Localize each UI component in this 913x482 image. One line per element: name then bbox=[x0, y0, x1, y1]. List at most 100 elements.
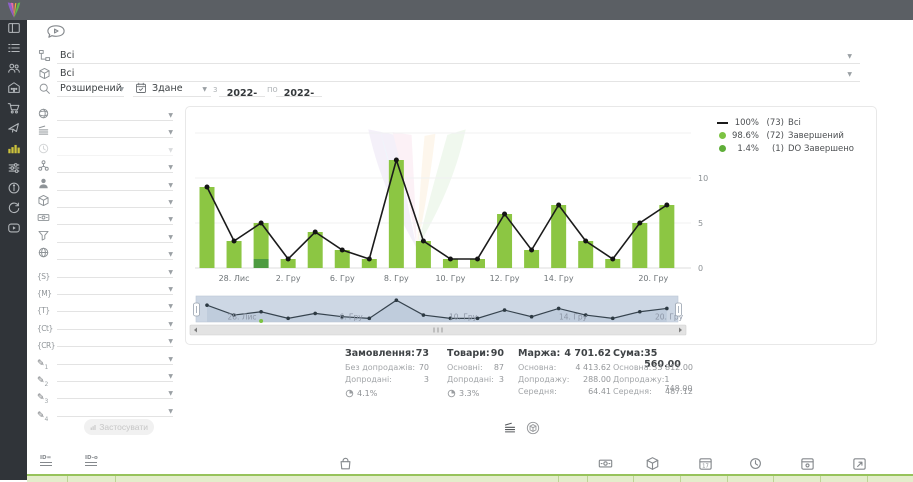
date-to-input[interactable]: 2022-12-21 bbox=[276, 81, 322, 118]
filter-select-T[interactable]: {T} ▼ bbox=[37, 297, 173, 315]
sidebar-item-clients-icon[interactable] bbox=[7, 61, 21, 75]
legend-item-do-completed[interactable]: 1.4% (1) DO Завершено bbox=[716, 142, 866, 155]
line-point[interactable] bbox=[285, 256, 291, 262]
bar-completed[interactable] bbox=[578, 241, 594, 268]
line-point[interactable] bbox=[637, 220, 643, 226]
source-select[interactable]: Всі ▼ bbox=[57, 48, 860, 64]
bar-completed[interactable] bbox=[253, 223, 269, 259]
bar-completed[interactable] bbox=[551, 205, 567, 268]
line-point[interactable] bbox=[420, 238, 426, 244]
filter-select-banknote[interactable]: ▼ bbox=[37, 210, 173, 226]
bar-completed[interactable] bbox=[605, 259, 621, 268]
column-header-clock-icon[interactable] bbox=[748, 456, 763, 471]
legend-item-all[interactable]: 100% (73) Всі bbox=[716, 116, 866, 129]
video-hint-icon[interactable] bbox=[46, 24, 66, 39]
filter-select-pencil1[interactable]: ✎1 ▼ bbox=[37, 350, 173, 370]
line-point[interactable] bbox=[204, 184, 210, 190]
filter-select-CR[interactable]: {CR} ▼ bbox=[37, 332, 173, 350]
column-header-banknote-icon[interactable] bbox=[598, 456, 613, 471]
product-select[interactable]: Всі ▼ bbox=[57, 66, 860, 82]
line-point[interactable] bbox=[475, 256, 480, 262]
filter-select-clock[interactable]: ▼ bbox=[37, 141, 173, 156]
bar-completed[interactable] bbox=[226, 241, 242, 268]
search-mode-select[interactable]: Розширений ▼ bbox=[57, 81, 124, 97]
legend-dot-marker bbox=[716, 145, 728, 152]
y-axis-label: 0 bbox=[698, 264, 703, 273]
bar-completed[interactable] bbox=[361, 259, 377, 268]
line-point[interactable] bbox=[393, 157, 399, 163]
bar-completed[interactable] bbox=[470, 259, 485, 268]
column-header-calendar-event-icon[interactable] bbox=[800, 456, 815, 471]
sidebar-item-video-icon[interactable] bbox=[7, 221, 21, 235]
filter-select-org[interactable]: ▼ bbox=[37, 158, 173, 174]
date-from-input[interactable]: 2022-11-20 bbox=[219, 81, 265, 118]
brush-point bbox=[529, 314, 534, 319]
sidebar-item-info-icon[interactable] bbox=[7, 181, 21, 195]
column-header-calendar-link-icon[interactable] bbox=[852, 456, 867, 471]
bar-completed[interactable] bbox=[524, 250, 540, 268]
sidebar-item-dashboard-icon[interactable] bbox=[7, 21, 21, 35]
brush-tick-label: 20. Гру bbox=[655, 313, 684, 322]
line-point[interactable] bbox=[502, 211, 508, 217]
filter-select-globe[interactable]: ▼ bbox=[37, 106, 173, 121]
product-view-toggle[interactable] bbox=[526, 421, 540, 435]
bar-completed[interactable] bbox=[497, 214, 513, 268]
sidebar-item-warehouse-icon[interactable] bbox=[7, 81, 21, 95]
bar-do-completed[interactable] bbox=[253, 259, 269, 268]
bar-completed[interactable] bbox=[334, 250, 350, 268]
scroll-right-arrow[interactable] bbox=[679, 327, 682, 333]
column-header-calendar-date-icon[interactable]: 17 bbox=[698, 456, 713, 471]
token-icon: {Ct} bbox=[37, 323, 53, 333]
line-point[interactable] bbox=[339, 247, 345, 253]
orders-chart[interactable]: 0 5 10 28. Лис 2. Гру 6. Гру 8. Гру 10. Гру 12. … bbox=[195, 110, 710, 290]
column-header-package-icon[interactable] bbox=[645, 456, 660, 471]
line-point[interactable] bbox=[556, 202, 562, 208]
filter-select-Ct[interactable]: {Ct} ▼ bbox=[37, 315, 173, 333]
date-field-select[interactable]: Здане ▼ bbox=[133, 81, 211, 97]
sidebar-item-cart-icon[interactable] bbox=[7, 101, 21, 115]
line-point[interactable] bbox=[529, 247, 535, 253]
filter-select-pencil3[interactable]: ✎3 ▼ bbox=[37, 384, 173, 405]
line-point[interactable] bbox=[231, 238, 237, 244]
filter-select-pencil4[interactable]: ✎4 ▼ bbox=[37, 402, 173, 423]
bar-completed[interactable] bbox=[307, 232, 323, 268]
sidebar-item-refresh-icon[interactable] bbox=[7, 201, 21, 215]
line-point[interactable] bbox=[664, 202, 670, 208]
apply-button[interactable]: Застосувати bbox=[84, 419, 154, 435]
table-row-selected[interactable] bbox=[27, 474, 913, 482]
column-header-bag-icon[interactable] bbox=[338, 456, 353, 471]
brush-tick-label: 28. Лис bbox=[228, 313, 257, 322]
filter-select-pencil2[interactable]: ✎2 ▼ bbox=[37, 367, 173, 388]
line-point[interactable] bbox=[610, 256, 616, 262]
scroll-left-arrow[interactable] bbox=[194, 327, 197, 333]
bar-completed[interactable] bbox=[415, 241, 431, 268]
filter-select-user[interactable]: ▼ bbox=[37, 176, 173, 191]
bar-completed[interactable] bbox=[388, 160, 404, 268]
filter-select-S[interactable]: {S} ▼ bbox=[37, 263, 173, 281]
filter-select-stage[interactable]: ▼ bbox=[37, 123, 173, 139]
line-point[interactable] bbox=[366, 256, 372, 262]
brush-point bbox=[286, 316, 290, 321]
bar-completed[interactable] bbox=[280, 259, 296, 268]
legend-item-completed[interactable]: 98.6% (72) Завершений bbox=[716, 129, 866, 142]
bar-completed[interactable] bbox=[442, 259, 458, 268]
column-header-id-equals-icon[interactable]: ID= bbox=[40, 455, 52, 466]
sidebar-item-orders-icon[interactable] bbox=[7, 41, 21, 55]
line-point[interactable] bbox=[312, 229, 318, 235]
line-point[interactable] bbox=[258, 220, 264, 226]
filter-select-funnel[interactable]: ▼ bbox=[37, 228, 173, 243]
bar-completed[interactable] bbox=[199, 187, 215, 268]
line-point[interactable] bbox=[583, 238, 589, 244]
chart-range-brush[interactable]: 28. Лис 6. Гру 10. Гру 14. Гру 20. Гру bbox=[188, 295, 690, 337]
bar-completed[interactable] bbox=[632, 223, 648, 268]
filter-select-M[interactable]: {M} ▼ bbox=[37, 280, 173, 298]
filter-select-web[interactable]: ▼ bbox=[37, 245, 173, 261]
sidebar-item-settings-sliders-icon[interactable] bbox=[7, 161, 21, 175]
bar-completed[interactable] bbox=[659, 205, 675, 268]
filter-select-package[interactable]: ▼ bbox=[37, 193, 173, 208]
line-point[interactable] bbox=[447, 256, 453, 262]
sidebar-item-analytics-icon[interactable] bbox=[7, 141, 21, 155]
list-view-toggle[interactable] bbox=[503, 421, 517, 435]
sidebar-item-campaigns-icon[interactable] bbox=[7, 121, 21, 135]
column-header-id-order-icon[interactable]: ID-o bbox=[85, 455, 98, 466]
